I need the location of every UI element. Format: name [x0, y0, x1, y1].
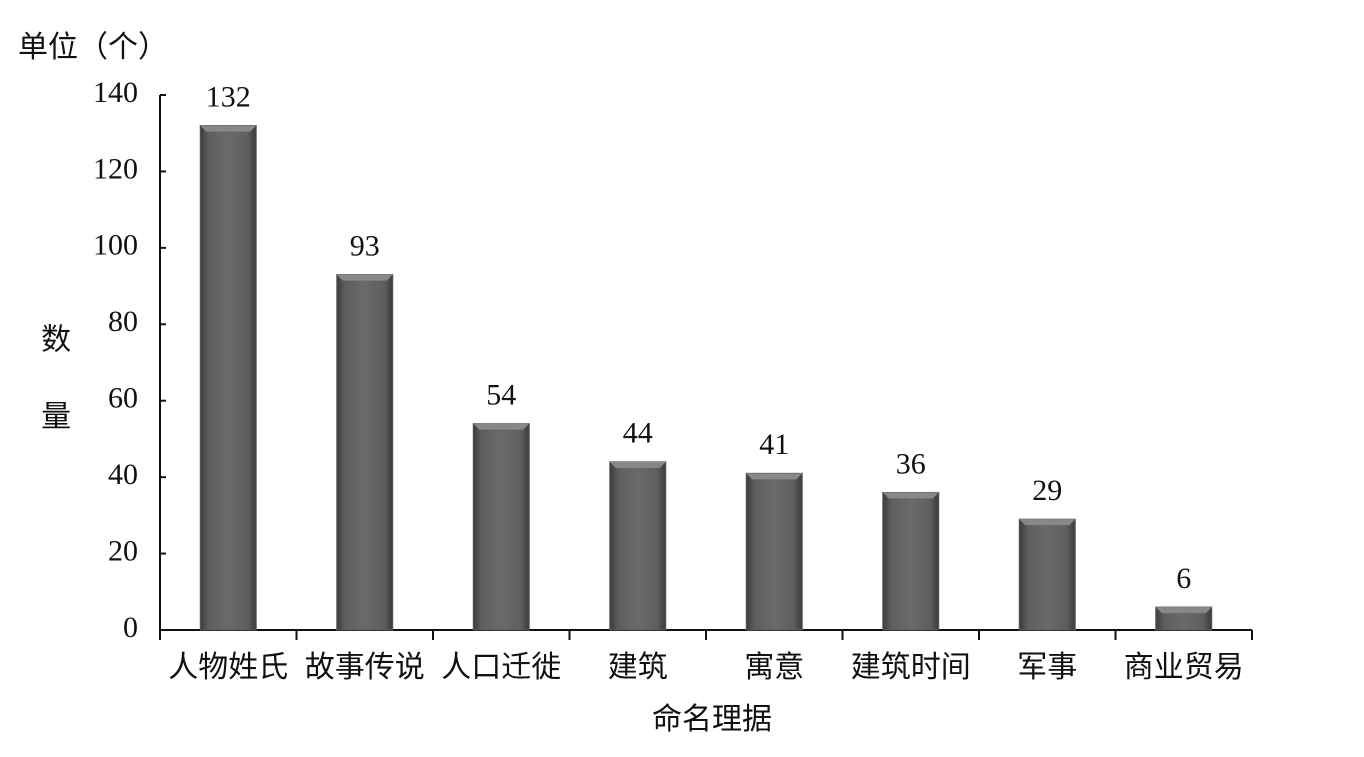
data-label: 132 [206, 80, 251, 113]
bar-top [746, 473, 803, 480]
x-tick-label: 军事 [1017, 651, 1077, 684]
x-tick-label: 建筑 [608, 651, 668, 684]
unit-label: 单位（个） [18, 31, 168, 64]
x-tick-label: 人物姓氏 [168, 651, 288, 684]
bar-top [200, 125, 257, 132]
bar-top [609, 461, 666, 468]
bar-top [1019, 519, 1076, 526]
x-tick-label: 寓意 [744, 651, 804, 684]
y-tick-label: 0 [123, 611, 138, 644]
bar [745, 472, 803, 631]
y-tick-label: 40 [108, 458, 138, 491]
bar [199, 125, 257, 631]
data-label: 6 [1176, 562, 1191, 595]
data-label: 44 [623, 417, 653, 450]
bar [882, 491, 940, 631]
y-tick-label: 100 [93, 229, 138, 262]
y-tick-label: 120 [93, 152, 138, 185]
x-tick-label: 商业贸易 [1124, 651, 1244, 684]
x-tick-label: 人口迁徙 [441, 651, 561, 684]
bar [1018, 518, 1076, 631]
x-tick-label: 故事传说 [305, 651, 425, 684]
y-tick-label: 20 [108, 534, 138, 567]
data-label: 54 [486, 379, 516, 412]
x-axis-label: 命名理据 [652, 703, 772, 736]
data-label: 41 [759, 428, 789, 461]
data-label: 29 [1032, 474, 1062, 507]
bar-top [882, 492, 939, 499]
y-tick-label: 140 [93, 76, 138, 109]
bar-top [473, 423, 530, 430]
y-tick-label: 80 [108, 305, 138, 338]
y-tick-label: 60 [108, 382, 138, 415]
data-label: 93 [350, 229, 380, 262]
bar [472, 423, 530, 631]
bar [609, 461, 667, 631]
bar-top [336, 274, 393, 281]
y-axis-label: 数量 [36, 323, 70, 477]
data-label: 36 [896, 447, 926, 480]
bar-top [1155, 607, 1212, 614]
x-tick-label: 建筑时间 [851, 651, 971, 684]
bar [336, 274, 394, 631]
